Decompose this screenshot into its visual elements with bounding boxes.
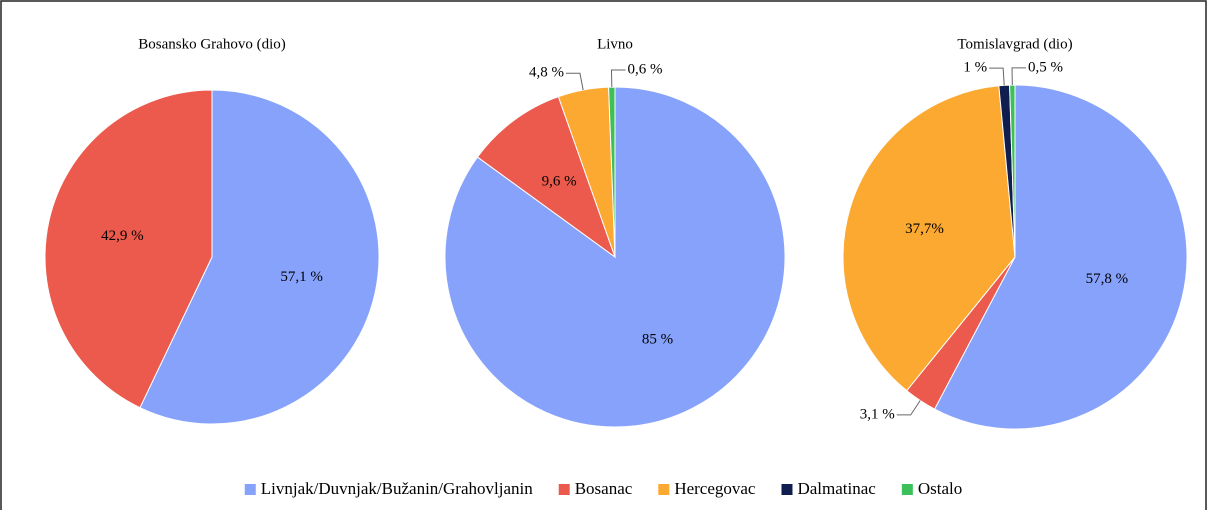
data-label: 0,6 % (627, 61, 662, 77)
leader-line (1011, 67, 1027, 86)
leader-line (989, 67, 1005, 86)
pie-slice (139, 89, 380, 425)
legend-swatch (658, 484, 670, 495)
pie-slice (44, 89, 213, 409)
data-label: 37,7% (905, 221, 944, 237)
leader-line (896, 400, 921, 416)
pie-title: Bosansko Grahovo (dio) (138, 36, 285, 52)
data-label: 1 % (963, 60, 987, 76)
leader-line (565, 72, 584, 91)
pie-slice (476, 96, 617, 259)
pie-slice (842, 85, 1016, 392)
legend-swatch (558, 484, 570, 495)
data-label: 42,9 % (101, 228, 144, 244)
legend-swatch (781, 484, 793, 495)
data-label: 0,5 % (1028, 59, 1063, 75)
legend-label: Livnjak/Duvnjak/Bužanin/Grahovljanin (261, 479, 533, 498)
data-label: 57,8 % (1086, 271, 1129, 287)
data-label: 4,8 % (529, 65, 564, 81)
legend-swatch (901, 484, 913, 495)
legend-label: Ostalo (918, 479, 962, 498)
data-label: 57,1 % (280, 269, 323, 285)
legend-label: Hercegovac (674, 479, 756, 498)
legend-label: Bosanac (575, 479, 633, 498)
data-label: 85 % (642, 332, 673, 348)
leader-line (610, 69, 626, 88)
pie-slice (608, 86, 616, 258)
data-label: 9,6 % (542, 173, 577, 189)
data-label: 3,1 % (860, 406, 895, 422)
pie-title: Tomislavgrad (dio) (957, 36, 1072, 52)
legend-label: Dalmatinac (797, 479, 876, 498)
pie-slice (933, 84, 1188, 430)
legend-swatch (244, 484, 256, 495)
pie-slice (444, 86, 786, 428)
legend: Livnjak/Duvnjak/Bužanin/Grahovljanin Bosa… (244, 479, 962, 498)
pie-title: Livno (597, 36, 633, 52)
